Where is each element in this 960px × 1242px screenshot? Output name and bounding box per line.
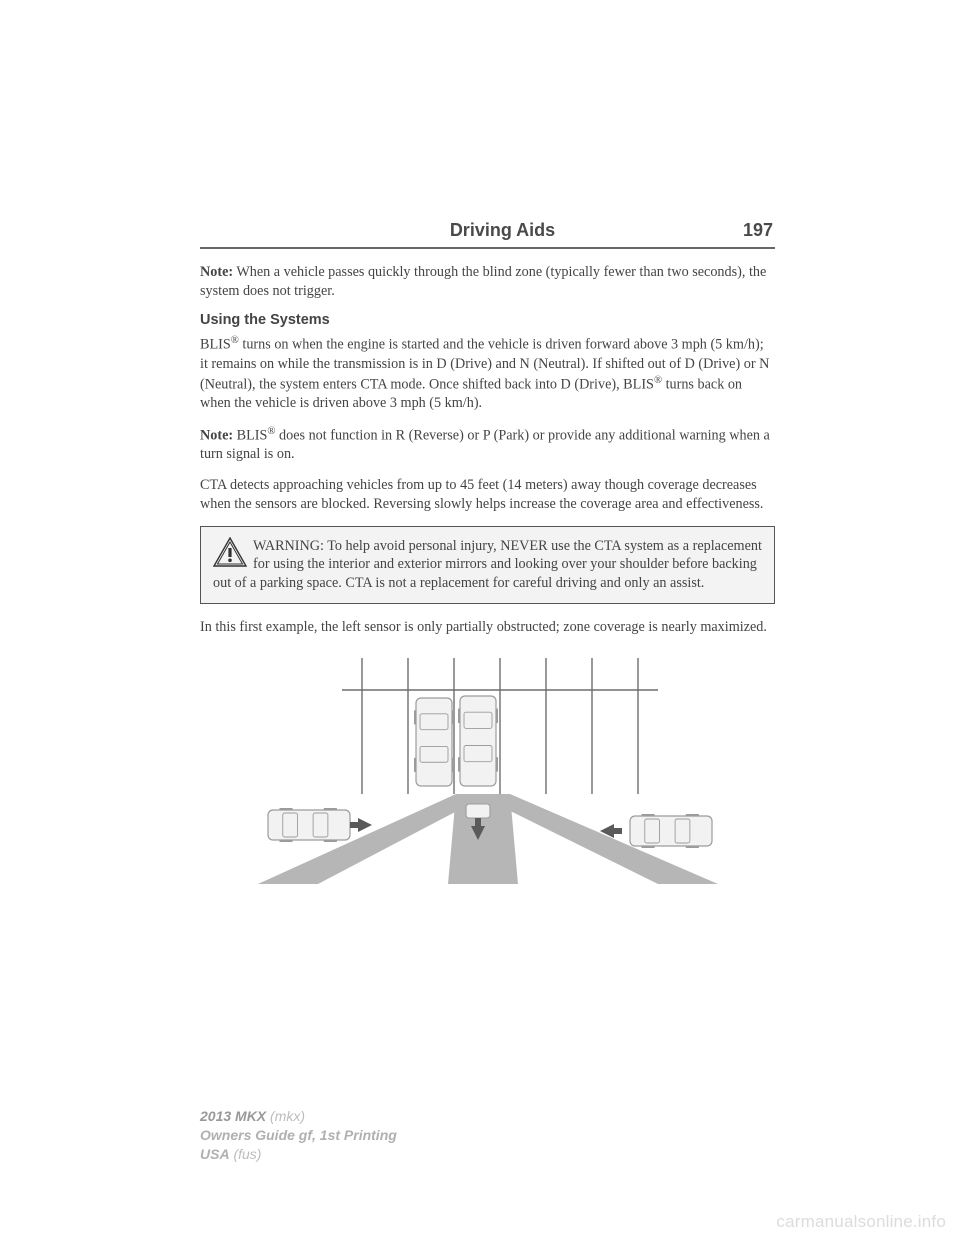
para-1-a: BLIS bbox=[200, 337, 231, 353]
footer-region-code: (fus) bbox=[230, 1146, 262, 1162]
warning-box: WARNING: To help avoid personal injury, … bbox=[200, 526, 775, 604]
footer-line-1: 2013 MKX (mkx) bbox=[200, 1107, 397, 1126]
note-label: Note: bbox=[200, 428, 233, 444]
footer-line-3: USA (fus) bbox=[200, 1145, 397, 1164]
page-number: 197 bbox=[713, 220, 773, 241]
watermark: carmanualsonline.info bbox=[776, 1212, 946, 1232]
note-2-b: does not function in R (Reverse) or P (P… bbox=[200, 428, 770, 463]
note-2-a: BLIS bbox=[233, 428, 267, 444]
para-4: In this first example, the left sensor i… bbox=[200, 618, 775, 637]
header-rule bbox=[200, 247, 775, 249]
page-header: Driving Aids 197 bbox=[200, 220, 775, 241]
warning-label: WARNING: bbox=[253, 538, 324, 554]
footer-model: 2013 MKX bbox=[200, 1108, 266, 1124]
note-label: Note: bbox=[200, 264, 233, 280]
footer-region: USA bbox=[200, 1146, 230, 1162]
warning-text: WARNING: To help avoid personal injury, … bbox=[213, 537, 762, 593]
note-2: Note: BLIS® does not function in R (Reve… bbox=[200, 425, 775, 464]
note-1-text: When a vehicle passes quickly through th… bbox=[200, 264, 766, 299]
footer-line-2: Owners Guide gf, 1st Printing bbox=[200, 1126, 397, 1145]
section-title: Driving Aids bbox=[292, 220, 713, 241]
page-footer: 2013 MKX (mkx) Owners Guide gf, 1st Prin… bbox=[200, 1107, 397, 1164]
cta-diagram bbox=[200, 654, 775, 884]
para-3: CTA detects approaching vehicles from up… bbox=[200, 476, 775, 513]
page-content: Driving Aids 197 Note: When a vehicle pa… bbox=[0, 0, 960, 884]
footer-model-code: (mkx) bbox=[266, 1108, 305, 1124]
note-1: Note: When a vehicle passes quickly thro… bbox=[200, 263, 775, 300]
warning-icon bbox=[213, 537, 247, 567]
para-1: BLIS® turns on when the engine is starte… bbox=[200, 334, 775, 412]
registered-icon: ® bbox=[231, 335, 239, 346]
section-heading: Using the Systems bbox=[200, 312, 775, 328]
registered-icon: ® bbox=[654, 375, 662, 386]
